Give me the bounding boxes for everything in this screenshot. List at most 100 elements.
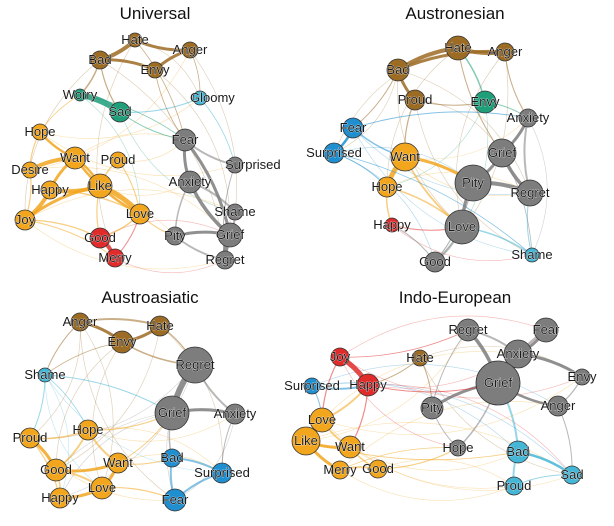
panel-austroasiatic: Austroasiatic Anger Hate Envy Regret Shame Gr… <box>12 288 257 512</box>
node-label: Want <box>60 150 90 165</box>
node-circle <box>384 217 400 233</box>
node-circle <box>323 142 345 164</box>
node-circle <box>21 161 39 179</box>
node-circle <box>503 339 533 369</box>
network-edge <box>456 51 506 228</box>
node-circle <box>506 440 530 464</box>
node-circle <box>87 173 113 199</box>
node-label: Anger <box>173 42 208 57</box>
nodes: Joy Regret Fear Hate Anxiety Envy Surprised Hap… <box>284 317 597 496</box>
node-label: Gloomy <box>190 90 235 105</box>
node-circle <box>487 138 517 168</box>
node-circle <box>338 435 362 459</box>
node-want: Want <box>335 435 366 459</box>
node-envy: Envy <box>107 330 137 354</box>
node-circle <box>162 448 182 468</box>
network-edge <box>305 329 469 442</box>
node-label: Envy <box>108 334 137 349</box>
node-regret: Regret <box>175 346 215 384</box>
node-circle <box>211 462 233 484</box>
node-anxiety: Anxiety <box>213 403 257 425</box>
node-hate: Hate <box>444 35 472 61</box>
node-anger: Anger <box>62 312 98 332</box>
network-edge <box>339 469 515 501</box>
node-sad: Sad <box>108 101 132 123</box>
node-circle <box>495 42 515 62</box>
node-label: Regret <box>175 357 214 372</box>
network-edge <box>311 364 559 407</box>
network-edge <box>159 325 223 474</box>
node-shame: Shame <box>24 367 66 383</box>
node-want: Want <box>60 146 91 170</box>
node-label: Worry <box>63 87 98 102</box>
node-good: Good <box>362 459 394 479</box>
network-edge <box>55 325 161 471</box>
node-circle <box>49 487 71 509</box>
network-edge <box>339 356 583 399</box>
node-circle <box>110 330 134 354</box>
node-surprised: Surprised <box>284 377 340 395</box>
node-label: Regret <box>510 185 549 200</box>
network-edge <box>419 357 573 476</box>
node-circle <box>14 209 36 231</box>
node-circle <box>303 377 321 395</box>
node-label: Grief <box>158 405 187 420</box>
node-grief: Grief <box>487 138 517 168</box>
node-label: Hate <box>121 32 148 47</box>
node-good: Good <box>40 458 72 482</box>
node-label: Surprised <box>194 465 250 480</box>
node-hope: Hope <box>442 439 474 457</box>
network-edge <box>79 321 176 501</box>
node-circle <box>173 128 197 152</box>
node-circle <box>420 396 444 420</box>
node-circle <box>37 367 53 383</box>
node-regret: Regret <box>448 318 488 342</box>
node-label: Joy <box>330 349 351 364</box>
node-circle <box>454 164 492 202</box>
node-circle <box>342 117 364 139</box>
node-circle <box>376 176 398 198</box>
node-label: Love <box>126 206 154 221</box>
node-hate: Hate <box>121 32 149 48</box>
node-circle <box>109 151 127 169</box>
node-circle <box>445 35 471 61</box>
node-label: Hope <box>72 422 103 437</box>
nodes: Hate Anger Bad Envy Worry Sad Gloomy Hope Want Pr… <box>11 32 281 270</box>
node-label: Want <box>103 455 133 470</box>
node-like: Like <box>87 173 113 199</box>
node-pity: Pity <box>454 164 492 202</box>
node-anxiety: Anxiety <box>168 170 212 194</box>
node-label: Happy <box>41 490 79 505</box>
node-fear: Fear <box>171 128 199 152</box>
node-circle <box>411 349 429 367</box>
node-circle <box>390 142 420 172</box>
node-circle <box>129 203 151 225</box>
network-edge <box>24 189 236 221</box>
network-edge <box>99 219 231 239</box>
node-circle <box>473 90 497 114</box>
panel-austronesian: Austronesian Hate Anger Bad Proud Envy Fear Su… <box>306 4 553 273</box>
nodes: Anger Hate Envy Regret Shame Grief Anxiety Hope… <box>12 312 257 512</box>
node-pity: Pity <box>164 226 187 246</box>
node-circle <box>178 170 202 194</box>
node-shame: Shame <box>511 247 553 263</box>
node-circle <box>504 476 524 496</box>
network-edge <box>339 329 469 358</box>
node-want: Want <box>390 142 421 172</box>
panel-title: Austroasiatic <box>101 288 199 307</box>
node-circle <box>165 226 185 246</box>
node-good: Good <box>84 227 116 249</box>
node-love: Love <box>308 407 336 433</box>
network-edge <box>339 356 459 449</box>
node-label: Want <box>390 149 420 164</box>
node-circle <box>573 368 591 386</box>
node-surprised: Surprised <box>306 142 362 164</box>
node-good: Good <box>419 251 451 273</box>
node-label: Hate <box>444 40 471 55</box>
node-shame: Shame <box>214 203 256 221</box>
node-label: Bad <box>506 444 529 459</box>
node-circle <box>516 179 544 207</box>
node-circle <box>547 395 569 417</box>
node-proud: Proud <box>12 427 48 449</box>
